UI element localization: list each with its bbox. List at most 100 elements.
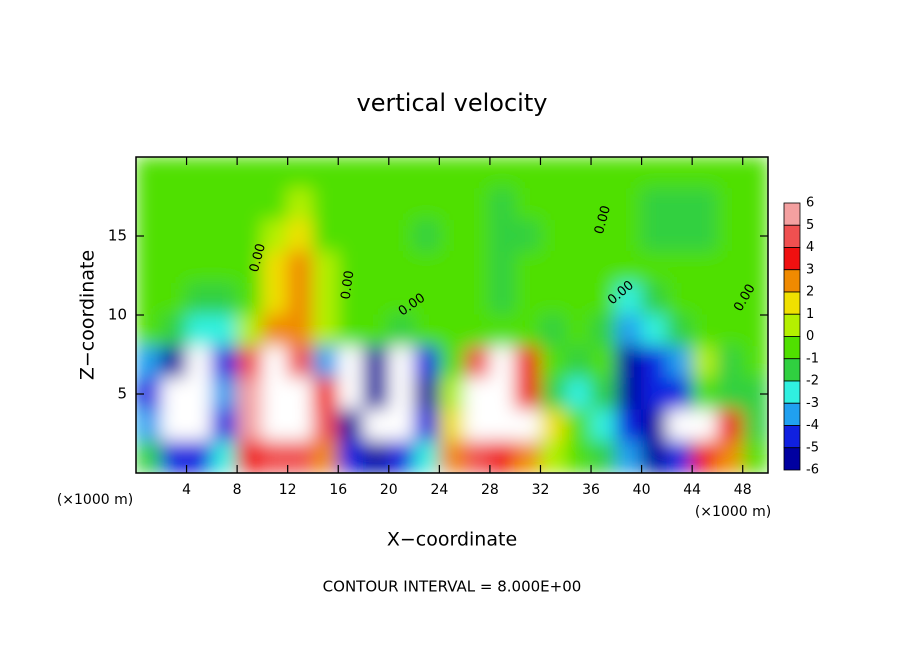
field-cell <box>312 409 339 442</box>
field-cell <box>539 157 567 190</box>
field-cell <box>438 377 466 411</box>
field-cell <box>312 188 339 221</box>
footer-note: CONTOUR INTERVAL = 8.000E+00 <box>323 578 582 596</box>
field-cell <box>489 251 516 284</box>
field-cell <box>236 314 263 348</box>
colorbar-tick-label: 6 <box>806 196 814 211</box>
x-tick-label: 12 <box>279 482 297 498</box>
field-cell <box>691 409 718 442</box>
field-cell <box>261 157 289 190</box>
field-cell <box>261 219 289 253</box>
field-cell <box>742 409 768 442</box>
field-cell <box>363 409 390 442</box>
field-cell <box>716 314 744 348</box>
x-tick-label: 20 <box>380 482 398 498</box>
field-cell <box>388 219 415 253</box>
x-tick-label: 40 <box>633 482 651 498</box>
field-cell <box>160 346 188 379</box>
field-cell <box>236 188 263 221</box>
colorbar-tick-label: -4 <box>806 418 819 433</box>
field-cell <box>691 346 718 379</box>
field-cell <box>211 219 238 253</box>
field-cell <box>666 377 693 411</box>
field-cell <box>363 282 390 316</box>
field-cell <box>413 157 440 190</box>
field-cell <box>337 440 365 473</box>
field-cell <box>312 314 339 348</box>
field-cell <box>464 157 491 190</box>
field-cell <box>136 314 162 348</box>
colorbar-swatch <box>783 202 801 226</box>
colorbar-swatch <box>783 380 801 404</box>
field-cell <box>186 251 213 284</box>
field-cell <box>287 346 314 379</box>
field-cell <box>287 440 314 473</box>
field-cell <box>186 157 213 190</box>
colorbar-tick-label: -1 <box>806 351 819 366</box>
x-tick-label: 44 <box>683 482 701 498</box>
field-cell <box>514 188 541 221</box>
field-cell <box>287 251 314 284</box>
field-cell <box>514 377 541 411</box>
field-cell <box>539 409 567 442</box>
field-cell <box>261 282 289 316</box>
field-cell <box>236 409 263 442</box>
y-tick-label: 10 <box>108 306 127 324</box>
colorbar-swatch <box>783 224 801 248</box>
field-cell <box>514 219 541 253</box>
field-cell <box>716 251 744 284</box>
field-cell <box>742 346 768 379</box>
field-cell <box>236 282 263 316</box>
field-cell <box>565 157 592 190</box>
x-tick-label: 16 <box>329 482 347 498</box>
field-cell <box>514 346 541 379</box>
x-tick-label: 28 <box>481 482 499 498</box>
colorbar-tick-label: 0 <box>806 329 814 344</box>
field-cell <box>514 282 541 316</box>
field-cell <box>742 157 768 190</box>
field-cell <box>666 157 693 190</box>
y-tick-label: 5 <box>117 385 127 403</box>
field-cell <box>236 219 263 253</box>
field-cell <box>590 282 617 316</box>
field-cell <box>666 409 693 442</box>
field-cell <box>211 314 238 348</box>
field-cell <box>641 251 668 284</box>
field-cell <box>186 282 213 316</box>
field-cell <box>287 377 314 411</box>
field-cell <box>186 409 213 442</box>
x-tick-label: 48 <box>734 482 752 498</box>
x-tick-label: 36 <box>582 482 600 498</box>
field-cell <box>539 251 567 284</box>
field-cell <box>590 346 617 379</box>
field-cell <box>464 409 491 442</box>
field-cell <box>666 440 693 473</box>
field-cell <box>388 282 415 316</box>
field-cell <box>136 346 162 379</box>
field-cell <box>716 157 744 190</box>
field-cell <box>236 440 263 473</box>
field-cell <box>716 377 744 411</box>
field-cell <box>615 346 643 379</box>
y-tick-label: 15 <box>108 227 127 245</box>
field-cell <box>464 346 491 379</box>
field-cell <box>363 346 390 379</box>
field-cell <box>160 219 188 253</box>
field-cell <box>413 219 440 253</box>
colorbar-swatch <box>783 269 801 293</box>
field-cell <box>641 409 668 442</box>
field-cell <box>590 409 617 442</box>
x-axis-label: X−coordinate <box>387 529 517 551</box>
field-cell <box>438 440 466 473</box>
field-cell <box>716 440 744 473</box>
field-cell <box>742 314 768 348</box>
field-cell <box>261 251 289 284</box>
field-cell <box>615 251 643 284</box>
field-cell <box>312 377 339 411</box>
x-tick-label: 8 <box>233 482 242 498</box>
field-cell <box>565 188 592 221</box>
field-cell <box>337 219 365 253</box>
field-cell <box>287 409 314 442</box>
field-cell <box>464 251 491 284</box>
